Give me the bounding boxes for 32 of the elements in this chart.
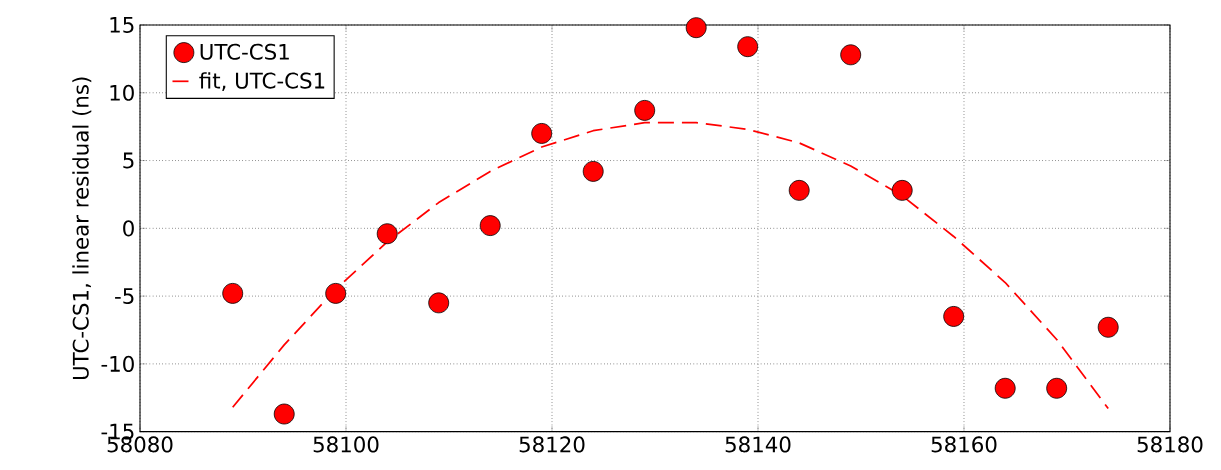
- legend-label: fit, UTC-CS1: [199, 72, 325, 91]
- point: [531, 123, 553, 144]
- point: [737, 36, 759, 58]
- y-axis-title: UTC-CS1, linear residual (ns): [72, 77, 92, 380]
- x-tick-label: 58100: [313, 436, 379, 453]
- y-tick-label: -5: [115, 288, 134, 305]
- y-tick-label: -10: [101, 355, 134, 372]
- point: [994, 377, 1016, 399]
- point: [1046, 377, 1068, 399]
- point: [788, 179, 810, 201]
- legend-label: UTC-CS1: [200, 43, 289, 60]
- y-tick-label: 10: [110, 84, 134, 101]
- x-tick-label: 58120: [519, 436, 585, 453]
- y-tick-label: 15: [110, 17, 134, 33]
- point: [582, 160, 604, 182]
- point: [634, 99, 656, 121]
- point: [428, 292, 450, 314]
- y-tick-label: 5: [123, 152, 134, 169]
- y-tick-label: 0: [123, 220, 134, 237]
- point: [943, 306, 965, 327]
- x-tick-label: 58140: [725, 436, 791, 453]
- point: [376, 223, 398, 245]
- point: [685, 17, 707, 39]
- point: [840, 44, 862, 66]
- point: [222, 282, 244, 304]
- x-tick-label: 58160: [931, 436, 997, 453]
- point: [325, 282, 347, 304]
- point: [273, 403, 295, 425]
- point: [1097, 316, 1119, 338]
- x-tick-label: 58180: [1137, 436, 1203, 453]
- point: [891, 179, 913, 201]
- point: [479, 215, 501, 237]
